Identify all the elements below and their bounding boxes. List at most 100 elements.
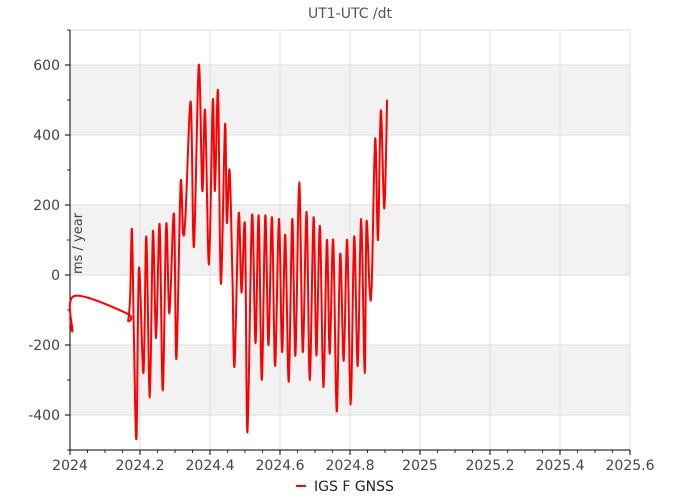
data-point (281, 351, 283, 353)
data-point (208, 263, 210, 266)
data-point (129, 295, 131, 297)
data-point (386, 99, 388, 101)
legend-label: IGS F GNSS (314, 479, 394, 495)
data-point (224, 123, 226, 126)
data-point (184, 214, 187, 217)
data-point (383, 207, 385, 210)
data-point (374, 137, 376, 140)
data-point (315, 354, 317, 357)
series-layer (68, 63, 389, 441)
data-point (138, 267, 140, 269)
data-point (201, 190, 203, 192)
x-tick-label: 2024 (52, 458, 88, 474)
data-point (288, 381, 290, 383)
data-point (165, 223, 167, 225)
data-point (233, 365, 236, 367)
data-point (369, 288, 371, 290)
axes (65, 29, 631, 455)
data-point (173, 213, 175, 215)
data-point (313, 216, 315, 218)
data-point (357, 365, 359, 367)
chart-title: UT1-UTC /dt (308, 6, 393, 22)
data-point (246, 431, 249, 434)
x-tick-label: 2025 (402, 458, 438, 474)
y-tick-label: 600 (33, 58, 60, 74)
data-point (135, 437, 138, 439)
data-point (251, 214, 253, 217)
x-tick-label: 2025.2 (466, 458, 515, 474)
data-point (267, 344, 270, 346)
data-point (264, 214, 266, 217)
data-point (127, 319, 129, 322)
data-point (69, 316, 71, 318)
data-point (319, 225, 321, 227)
data-point (322, 386, 324, 388)
data-point (365, 221, 368, 224)
data-point (159, 223, 161, 225)
data-point (271, 216, 273, 218)
data-point (294, 354, 296, 357)
data-point (306, 211, 308, 213)
data-point (309, 379, 311, 381)
data-point (326, 239, 328, 241)
data-point (193, 246, 195, 248)
y-tick-label: 400 (33, 128, 60, 144)
data-point (142, 372, 145, 374)
data-point (371, 284, 373, 287)
data-point (133, 344, 135, 346)
data-point (126, 312, 128, 315)
data-point (73, 295, 75, 297)
data-point (350, 403, 352, 406)
data-point (231, 274, 233, 276)
data-point (353, 235, 355, 238)
data-point (240, 291, 243, 294)
data-point (380, 109, 382, 112)
y-tick-label: -400 (28, 408, 60, 424)
series-line-0 (68, 63, 389, 441)
y-axis-label: ms / year (71, 212, 86, 274)
data-point (226, 221, 228, 224)
x-tick-label: 2025.6 (606, 458, 655, 474)
data-point (182, 232, 184, 234)
data-point (258, 214, 260, 217)
x-tick-label: 2025.4 (536, 458, 585, 474)
y-tick-label: 200 (33, 198, 60, 214)
data-point (298, 181, 300, 183)
data-point (212, 99, 214, 101)
data-point (168, 312, 170, 315)
data-point (332, 239, 334, 241)
data-point (214, 190, 216, 192)
data-point (152, 230, 154, 232)
data-point (284, 234, 286, 236)
data-point (377, 239, 379, 241)
data-point (336, 410, 338, 413)
data-point (291, 218, 293, 220)
legend[interactable]: IGS F GNSS (296, 479, 394, 495)
data-point (346, 239, 348, 241)
data-point (329, 353, 331, 355)
data-point (149, 396, 151, 399)
data-point (131, 228, 133, 231)
data-point (155, 337, 157, 339)
data-point (220, 283, 222, 285)
x-tick-label: 2024.4 (186, 458, 235, 474)
data-point (261, 379, 263, 381)
data-point (343, 360, 345, 362)
tick-labels: 2024 2024.2 2024.4 2024.6 2024.8 2025 2025.2 20… (28, 58, 654, 474)
data-point (238, 213, 240, 215)
data-point (180, 183, 182, 185)
y-tick-label: -200 (28, 338, 60, 354)
data-point (278, 218, 280, 220)
data-point (198, 64, 200, 66)
x-tick-label: 2024.6 (256, 458, 305, 474)
data-point (364, 372, 366, 374)
data-point (204, 109, 206, 112)
data-point (145, 235, 147, 238)
data-point (339, 253, 341, 255)
y-tick-label: 0 (51, 268, 60, 284)
data-point (254, 342, 257, 344)
data-point (71, 330, 74, 332)
data-point (302, 351, 304, 353)
